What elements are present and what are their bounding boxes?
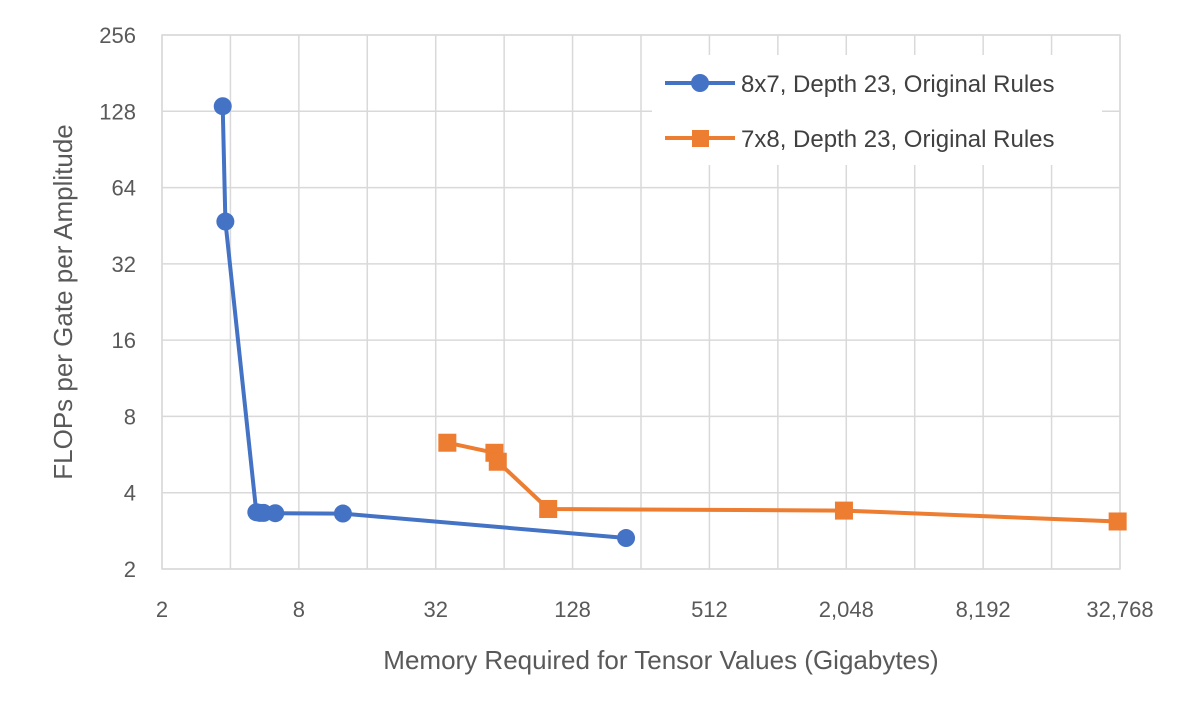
y-tick-label: 4: [124, 481, 136, 506]
data-point-circle: [213, 97, 232, 116]
x-tick-label: 8,192: [956, 597, 1011, 622]
series-1: [213, 97, 636, 548]
legend-box: [652, 55, 1102, 165]
x-tick-label: 8: [293, 597, 305, 622]
data-point-square: [438, 433, 457, 452]
series-layer: [213, 97, 1127, 548]
y-tick-label: 256: [99, 23, 136, 48]
plot-area-border: [161, 34, 1121, 570]
x-tick-label: 32: [423, 597, 447, 622]
legend-marker-circle-icon: [691, 74, 709, 92]
tick-labels: 2 8 32 128 512 2,048 8,192 32,768 2 4 8 16 32 64 128 25…: [99, 23, 1153, 622]
legend-label-series-2: 7x8, Depth 23, Original Rules: [741, 126, 1055, 153]
data-point-circle: [617, 529, 636, 548]
data-point-circle: [333, 504, 352, 523]
x-tick-label: 512: [691, 597, 728, 622]
y-axis-title: FLOPs per Gate per Amplitude: [48, 124, 78, 480]
data-point-square: [1108, 512, 1127, 531]
x-tick-label: 2,048: [819, 597, 874, 622]
data-point-circle: [216, 212, 235, 231]
x-axis-title: Memory Required for Tensor Values (Gigab…: [383, 645, 938, 675]
data-point-square: [488, 452, 507, 471]
x-tick-label: 2: [156, 597, 168, 622]
legend-entry-series-2: 7x8, Depth 23, Original Rules: [665, 126, 1055, 153]
y-tick-label: 2: [124, 557, 136, 582]
data-point-square: [539, 499, 558, 518]
data-point-circle: [266, 504, 285, 523]
legend-label-series-1: 8x7, Depth 23, Original Rules: [741, 71, 1055, 98]
data-point-square: [834, 501, 853, 520]
y-tick-label: 128: [99, 99, 136, 124]
series-line-1: [220, 106, 627, 540]
series-2: [438, 433, 1127, 531]
x-tick-label: 128: [554, 597, 591, 622]
legend: 8x7, Depth 23, Original Rules 7x8, Depth…: [652, 55, 1102, 165]
y-tick-label: 16: [112, 328, 136, 353]
x-tick-label: 32,768: [1086, 597, 1153, 622]
y-tick-label: 8: [124, 404, 136, 429]
y-tick-label: 32: [112, 252, 136, 277]
y-tick-label: 64: [112, 176, 136, 201]
legend-marker-square-icon: [692, 130, 709, 147]
legend-entry-series-1: 8x7, Depth 23, Original Rules: [665, 71, 1055, 98]
